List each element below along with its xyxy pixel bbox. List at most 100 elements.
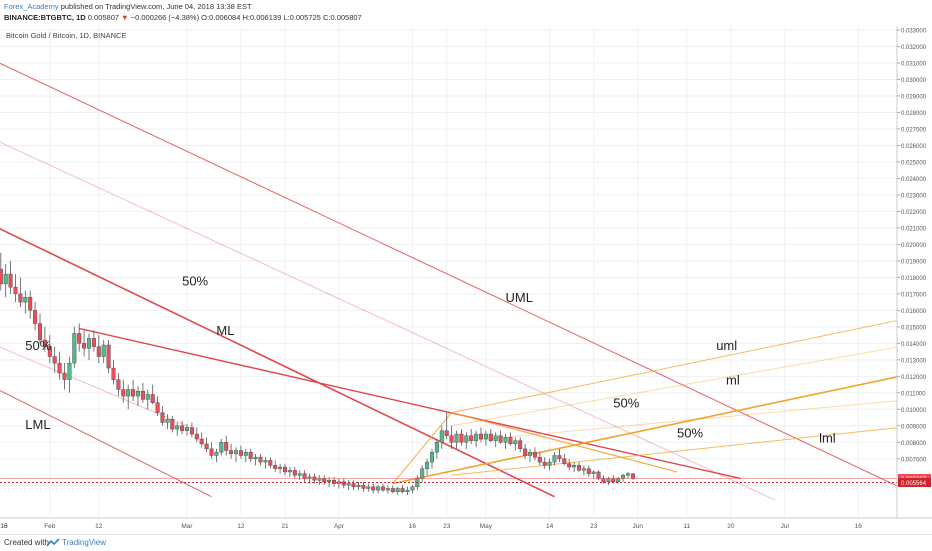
- candle: [376, 485, 381, 494]
- y-tick-label: 0.028000: [901, 111, 927, 117]
- candle: [33, 302, 38, 331]
- x-tick-label: Feb: [44, 523, 56, 530]
- y-tick-label: 0.032000: [901, 45, 927, 51]
- y-tick-label: 0.029000: [901, 94, 927, 100]
- y-tick-label: 0.031000: [901, 61, 927, 67]
- price-level-lines[interactable]: [0, 478, 897, 483]
- support-price-badge: 0.005564: [898, 477, 931, 487]
- candle-body-down: [47, 346, 52, 357]
- candle: [390, 485, 395, 494]
- candle: [263, 457, 268, 469]
- drawing-labels: 50% ML 50% UML LML uml ml 50% 50% lml: [25, 274, 836, 446]
- candle: [508, 432, 513, 446]
- candle-body-down: [611, 478, 616, 483]
- badge-label: 0.005564: [901, 481, 927, 487]
- y-tick-label: 0.033000: [901, 29, 927, 35]
- candle-body-up: [356, 484, 361, 488]
- candle: [204, 437, 209, 453]
- grid-lines: [0, 26, 897, 518]
- candle: [449, 425, 454, 449]
- candle: [356, 481, 361, 491]
- candle-body-down: [341, 481, 346, 486]
- candle-body-down: [469, 435, 474, 441]
- candle: [150, 384, 155, 405]
- y-tick-label: 0.007000: [901, 457, 927, 463]
- candle: [135, 386, 140, 406]
- price-badges: 0.0058070.005564: [898, 473, 931, 487]
- symbol-line: BINANCE:BTGBTC, 1D 0.005807 ▼ −0.000266 …: [4, 13, 362, 22]
- candle-body-up: [86, 338, 91, 349]
- candle: [361, 481, 366, 492]
- x-tick-label: 14: [546, 523, 554, 530]
- x-tick-label: 11: [683, 523, 690, 530]
- candle: [52, 346, 57, 374]
- x-tick-label: 18: [0, 523, 8, 530]
- candle: [219, 438, 224, 456]
- candle-body-up: [165, 418, 170, 423]
- trend-line: [79, 327, 741, 480]
- candle: [82, 330, 87, 357]
- candle-body-down: [209, 448, 214, 456]
- drawing-label: 50%: [613, 396, 639, 411]
- candle: [106, 340, 111, 374]
- candle: [38, 313, 43, 344]
- candle-body-down: [630, 473, 635, 479]
- candle-body-down: [140, 390, 145, 400]
- created-with-text: Created with: [4, 538, 49, 547]
- candle-body-down: [111, 367, 116, 380]
- candle: [229, 443, 234, 459]
- x-tick-label: 21: [281, 523, 289, 530]
- y-tick-label: 0.025000: [901, 160, 927, 166]
- candle-body-down: [488, 433, 493, 441]
- candle: [91, 330, 96, 352]
- candle: [493, 432, 498, 448]
- author-link[interactable]: Forex_Academy: [4, 2, 59, 11]
- candle: [547, 458, 552, 471]
- x-tick-label: Jun: [633, 523, 644, 530]
- candle: [474, 430, 479, 448]
- candle-body-down: [532, 451, 537, 458]
- candle-body-up: [425, 461, 430, 469]
- candle: [434, 438, 439, 459]
- candle-body-down: [106, 344, 111, 369]
- candle-body-up: [263, 460, 268, 463]
- tradingview-logo-icon[interactable]: [46, 538, 60, 548]
- candle-body-up: [581, 468, 586, 471]
- down-arrow-icon: ▼: [121, 13, 129, 22]
- candle: [591, 470, 596, 479]
- candle-body-up: [385, 488, 390, 491]
- candle-body-down: [91, 338, 96, 347]
- candle: [155, 396, 160, 416]
- candle: [126, 384, 131, 410]
- symbol-name: BINANCE:BTGBTC, 1D: [4, 13, 86, 22]
- candle: [479, 427, 484, 443]
- price-axis[interactable]: 0.033000 0.032000 0.031000 0.030000 0.029000…: [897, 29, 927, 464]
- candle: [552, 452, 557, 466]
- candle: [581, 465, 586, 476]
- tradingview-brand[interactable]: TradingView: [62, 538, 107, 547]
- candle: [586, 465, 591, 477]
- candle-body-up: [184, 427, 189, 431]
- candle-body-up: [145, 394, 150, 400]
- candle-body-down: [33, 310, 38, 324]
- candle: [351, 480, 356, 491]
- candle: [131, 379, 136, 402]
- y-tick-label: 0.022000: [901, 210, 927, 216]
- candle-body-down: [459, 433, 464, 443]
- candle: [180, 420, 185, 435]
- candle-body-up: [175, 425, 180, 430]
- candle-body-down: [518, 440, 523, 450]
- candle-body-up: [552, 455, 557, 463]
- candle: [116, 373, 121, 397]
- candle: [488, 429, 493, 443]
- candle-body-up: [297, 473, 302, 476]
- candle-body-down: [170, 418, 175, 430]
- candle-body-up: [67, 362, 72, 380]
- candle: [523, 443, 528, 459]
- y-tick-label: 0.023000: [901, 193, 927, 199]
- y-tick-label: 0.020000: [901, 243, 927, 249]
- candle-body-down: [268, 460, 273, 466]
- orange-uml: [451, 320, 897, 414]
